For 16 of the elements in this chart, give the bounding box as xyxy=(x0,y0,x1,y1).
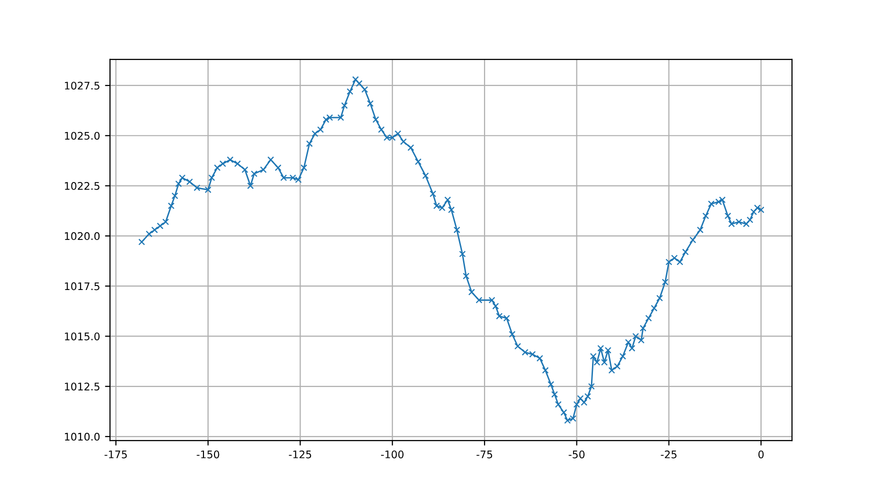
x-tick-label: -125 xyxy=(288,450,312,458)
x-tick-label: -175 xyxy=(104,450,127,458)
y-tick-label: 1010.0 xyxy=(64,432,100,441)
y-tick-label: 1025.0 xyxy=(64,132,100,140)
x-tick-label: -100 xyxy=(381,450,404,458)
y-tick-label: 1020.0 xyxy=(64,232,100,240)
y-tick-label: 1017.5 xyxy=(64,282,100,290)
x-tick-label: -25 xyxy=(660,450,676,458)
x-tick-label: 0 xyxy=(758,450,764,458)
x-tick-label: -75 xyxy=(476,450,492,458)
x-tick-label: -50 xyxy=(568,450,585,458)
y-tick-label: 1015.0 xyxy=(64,332,100,340)
y-tick-label: 1012.5 xyxy=(64,382,100,390)
y-tick-label: 1022.5 xyxy=(64,182,100,190)
y-tick-label: 1027.5 xyxy=(64,82,100,90)
x-tick-label: -150 xyxy=(196,450,220,458)
